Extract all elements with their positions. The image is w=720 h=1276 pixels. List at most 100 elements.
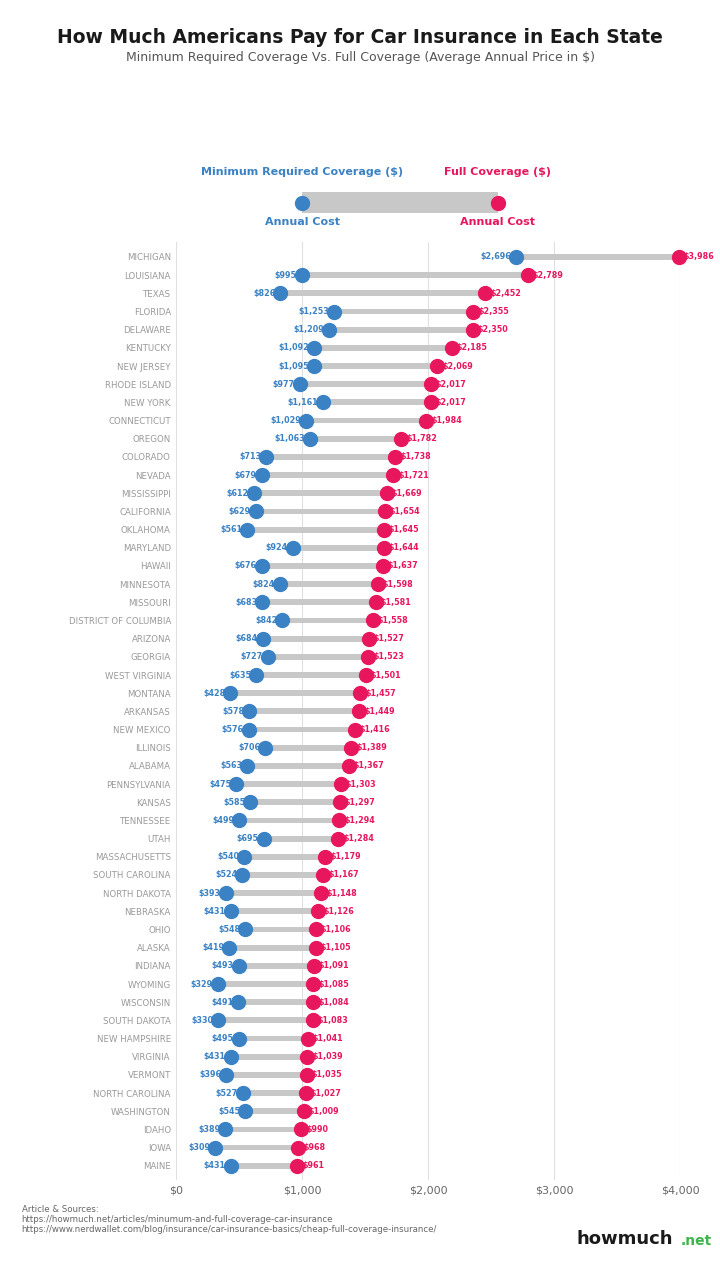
Point: [225, 901, 236, 921]
Point: [276, 610, 288, 630]
Point: [262, 647, 274, 667]
Point: [310, 919, 322, 939]
Text: $1,029: $1,029: [270, 416, 301, 425]
Text: $2,185: $2,185: [456, 343, 487, 352]
Text: $524: $524: [215, 870, 238, 879]
Text: $540: $540: [217, 852, 239, 861]
Text: .net: .net: [680, 1234, 711, 1248]
Text: $679: $679: [235, 471, 257, 480]
Point: [274, 574, 286, 595]
Bar: [268, 653, 369, 660]
Text: $1,984: $1,984: [431, 416, 462, 425]
Point: [363, 647, 374, 667]
Text: $2,017: $2,017: [436, 380, 467, 389]
Point: [243, 702, 255, 722]
Bar: [249, 726, 355, 732]
Text: $1,303: $1,303: [346, 780, 377, 789]
Point: [370, 592, 382, 612]
Point: [261, 447, 272, 467]
Text: $1,721: $1,721: [398, 471, 429, 480]
Point: [522, 265, 534, 286]
Point: [294, 374, 305, 394]
Text: $329: $329: [191, 980, 213, 989]
Bar: [250, 799, 340, 805]
Point: [467, 301, 479, 322]
Point: [302, 1028, 313, 1049]
Bar: [230, 1054, 307, 1059]
Point: [378, 519, 390, 540]
Text: $527: $527: [215, 1088, 238, 1097]
Point: [360, 665, 372, 685]
Text: $2,355: $2,355: [478, 308, 509, 316]
Text: $1,598: $1,598: [383, 579, 413, 588]
Bar: [310, 436, 401, 441]
Bar: [229, 944, 315, 951]
Bar: [239, 1036, 307, 1041]
Point: [323, 319, 335, 339]
Text: $684: $684: [235, 634, 258, 643]
Point: [510, 246, 522, 267]
Bar: [245, 854, 325, 860]
Text: $495: $495: [212, 1034, 234, 1042]
Text: $2,350: $2,350: [477, 325, 508, 334]
Text: $1,294: $1,294: [344, 815, 375, 824]
Bar: [306, 417, 426, 424]
Point: [292, 1137, 304, 1157]
Bar: [215, 1145, 298, 1151]
Text: $1,179: $1,179: [330, 852, 361, 861]
Text: $545: $545: [218, 1106, 240, 1115]
Bar: [302, 272, 528, 278]
Bar: [314, 345, 451, 351]
Point: [297, 193, 308, 213]
Text: Annual Cost: Annual Cost: [460, 217, 535, 227]
Point: [425, 374, 436, 394]
Point: [257, 592, 269, 612]
Point: [292, 1156, 303, 1176]
Bar: [253, 490, 387, 496]
Bar: [334, 309, 473, 314]
Point: [367, 610, 379, 630]
Point: [328, 301, 340, 322]
Text: $1,527: $1,527: [374, 634, 405, 643]
Point: [305, 429, 316, 449]
Text: $578: $578: [222, 707, 244, 716]
Point: [309, 356, 320, 376]
Point: [250, 501, 261, 522]
Point: [233, 1028, 245, 1049]
Bar: [243, 872, 323, 878]
Point: [300, 1083, 312, 1104]
Bar: [230, 909, 318, 914]
Text: $563: $563: [220, 762, 243, 771]
Text: $1,084: $1,084: [318, 998, 348, 1007]
Text: $1,654: $1,654: [390, 507, 420, 516]
Point: [378, 537, 390, 558]
Bar: [238, 999, 313, 1005]
Bar: [225, 1127, 301, 1132]
Point: [223, 938, 235, 958]
Text: $1,644: $1,644: [389, 544, 419, 553]
Text: $1,041: $1,041: [312, 1034, 343, 1042]
Text: $2,452: $2,452: [490, 288, 521, 297]
Point: [220, 1064, 232, 1085]
Text: $1,449: $1,449: [364, 707, 395, 716]
Text: $612: $612: [226, 489, 248, 498]
Point: [212, 974, 224, 994]
Bar: [218, 1017, 313, 1023]
Text: $431: $431: [204, 1053, 225, 1062]
Bar: [248, 763, 348, 769]
Point: [395, 429, 407, 449]
Text: $968: $968: [303, 1143, 325, 1152]
Bar: [243, 1090, 306, 1096]
Point: [256, 556, 267, 577]
Text: $1,126: $1,126: [323, 907, 354, 916]
Text: $1,558: $1,558: [378, 616, 408, 625]
Text: Annual Cost: Annual Cost: [265, 217, 340, 227]
Bar: [281, 291, 485, 296]
Text: $330: $330: [191, 1016, 213, 1025]
Text: $1,457: $1,457: [365, 689, 396, 698]
Text: $1,091: $1,091: [319, 961, 349, 970]
Bar: [230, 1162, 297, 1169]
Text: $1,253: $1,253: [299, 308, 329, 316]
Bar: [247, 527, 384, 532]
Point: [363, 629, 374, 649]
